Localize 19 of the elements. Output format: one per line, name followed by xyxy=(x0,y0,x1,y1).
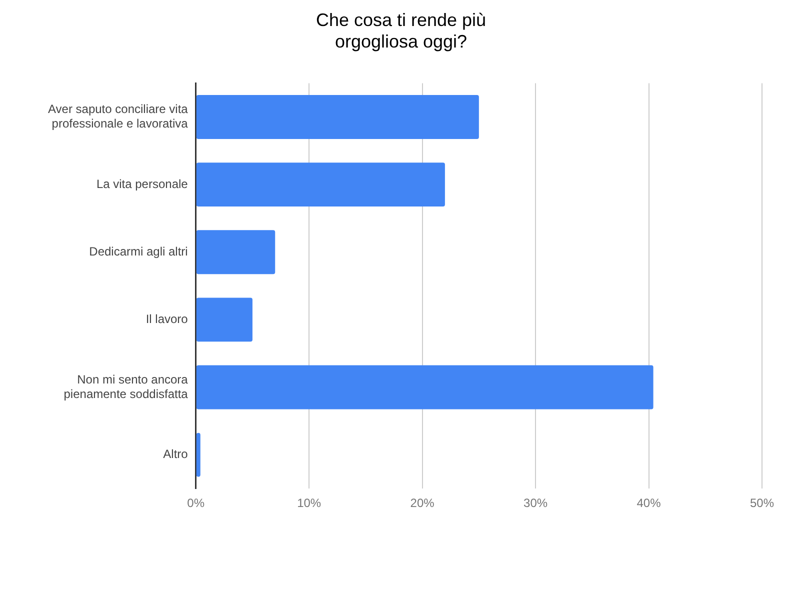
y-tick-label: La vita personale xyxy=(96,176,188,191)
bar xyxy=(196,162,445,207)
y-tick-label: Dedicarmi agli altri xyxy=(89,244,188,258)
y-tick-label: Non mi sento ancora pienamente soddisfatta xyxy=(64,372,188,401)
x-tick-label: 0% xyxy=(187,496,205,510)
y-tick-label: Altro xyxy=(163,447,188,462)
x-tick-label: 10% xyxy=(297,496,322,510)
x-tick-label: 20% xyxy=(410,496,435,510)
bar xyxy=(196,95,479,139)
x-tick-label: 30% xyxy=(524,496,548,510)
bar xyxy=(196,298,252,342)
bar xyxy=(196,365,654,410)
y-tick-label: Il lavoro xyxy=(146,312,188,326)
bar xyxy=(196,230,276,274)
chart-title: Che cosa ti rende più orgogliosa oggi? xyxy=(316,10,486,52)
y-tick-label: Aver saputo conciliare vita professionale e lavorativa xyxy=(48,102,188,130)
bar xyxy=(196,432,200,477)
x-tick-label: 40% xyxy=(636,496,662,510)
x-tick-label: 50% xyxy=(750,496,774,510)
